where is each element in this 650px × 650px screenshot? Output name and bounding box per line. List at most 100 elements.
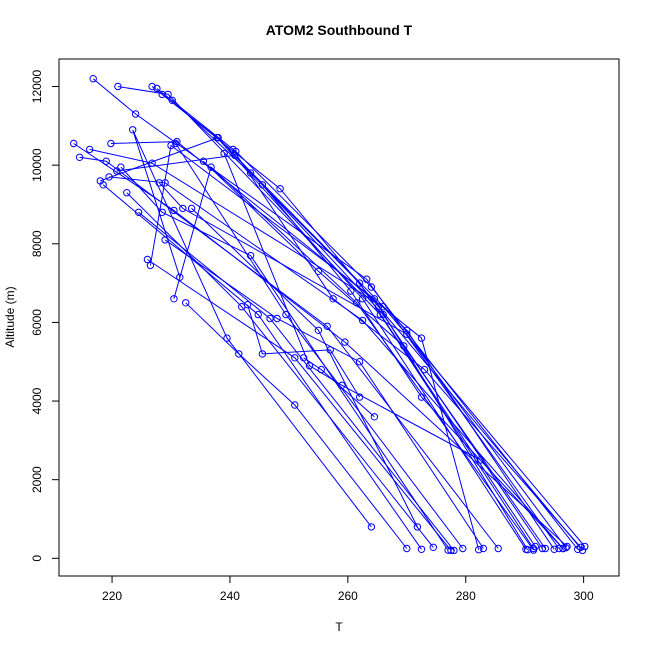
data-point-25-3 — [403, 544, 411, 553]
data-point-26-3 — [541, 544, 549, 553]
data-point-5-1 — [246, 169, 255, 177]
data-point-15-3 — [562, 544, 570, 552]
data-point-8-3 — [581, 542, 589, 551]
series-line-11 — [109, 176, 564, 549]
data-point-26-2 — [400, 342, 408, 350]
data-point-31-0 — [299, 354, 308, 362]
data-point-15-0 — [155, 179, 163, 187]
data-point-30-2 — [326, 346, 334, 354]
y-tick-label-2000: 2000 — [30, 466, 44, 493]
data-point-19-0 — [176, 273, 184, 281]
data-point-30-0 — [243, 301, 252, 309]
data-point-23-1 — [291, 354, 299, 362]
data-point-19-1 — [129, 126, 137, 134]
data-point-30-1 — [258, 350, 267, 358]
data-point-11-2 — [358, 316, 367, 325]
x-tick-label-240: 240 — [220, 589, 240, 603]
data-point-24-1 — [273, 314, 281, 323]
data-point-20-0 — [99, 181, 107, 189]
plot-frame — [58, 58, 620, 577]
data-point-28-0 — [258, 181, 267, 189]
x-tick-label-260: 260 — [338, 589, 358, 603]
series-line-26 — [203, 160, 546, 549]
data-point-16-2 — [353, 299, 361, 307]
data-point-28-3 — [559, 544, 567, 553]
data-point-11-0 — [105, 173, 113, 181]
data-point-1-0 — [114, 82, 122, 91]
data-point-22-2 — [450, 546, 458, 555]
data-point-7-3 — [494, 544, 502, 553]
data-point-13-0 — [117, 163, 125, 171]
data-point-14-1 — [167, 141, 175, 150]
data-point-29-1 — [305, 362, 314, 370]
data-point-29-2 — [338, 381, 346, 389]
series-line-15 — [158, 182, 567, 548]
data-point-17-1 — [282, 310, 290, 319]
data-point-15-2 — [403, 330, 411, 338]
data-point-25-0 — [182, 299, 190, 307]
x-tick-label-300: 300 — [574, 589, 594, 603]
data-point-10-2 — [379, 310, 387, 319]
data-point-17-2 — [459, 544, 467, 553]
data-point-9-1 — [173, 137, 181, 146]
x-tick-label-220: 220 — [102, 589, 122, 603]
data-point-10-1 — [214, 133, 222, 142]
data-point-6-3 — [563, 542, 571, 551]
data-point-12-0 — [113, 167, 121, 175]
data-point-16-1 — [207, 163, 215, 171]
series-line-13 — [120, 166, 449, 551]
data-point-31-1 — [317, 365, 325, 374]
data-point-27-2 — [420, 365, 429, 374]
series-line-23 — [147, 259, 452, 551]
x-axis-label: T — [335, 620, 343, 634]
series-line-12 — [116, 154, 555, 550]
data-point-24-0 — [161, 236, 169, 244]
data-point-23-0 — [143, 255, 152, 264]
data-point-13-3 — [444, 546, 452, 554]
data-point-2-2 — [358, 295, 367, 303]
data-point-21-0 — [123, 189, 131, 197]
data-point-0-0 — [89, 75, 97, 83]
data-point-4-0 — [158, 90, 166, 99]
series-line-8 — [89, 148, 586, 547]
data-point-12-2 — [403, 326, 411, 334]
data-point-28-2 — [417, 393, 426, 401]
data-point-31-2 — [370, 413, 379, 421]
series-line-17 — [175, 143, 464, 549]
series-line-29 — [223, 153, 481, 461]
series-line-27 — [232, 149, 582, 548]
data-point-20-2 — [417, 545, 426, 553]
series-line-31 — [303, 357, 375, 418]
y-tick-label-4000: 4000 — [30, 387, 44, 414]
series-line-2 — [151, 86, 527, 550]
data-point-16-3 — [529, 546, 538, 554]
data-point-14-2 — [370, 295, 379, 303]
series-line-4 — [161, 94, 583, 551]
data-point-16-0 — [170, 295, 178, 303]
data-point-25-2 — [291, 401, 299, 409]
points-layer — [70, 75, 589, 555]
y-tick-label-8000: 8000 — [30, 230, 44, 257]
data-point-10-3 — [538, 544, 547, 553]
data-point-7-1 — [102, 157, 110, 165]
data-point-12-3 — [550, 545, 558, 553]
data-point-18-0 — [187, 204, 196, 213]
series-line-10 — [100, 137, 543, 549]
data-point-22-1 — [266, 314, 274, 323]
series-line-28 — [262, 184, 564, 549]
data-point-13-1 — [158, 208, 166, 217]
data-point-30-3 — [355, 393, 364, 401]
data-point-24-2 — [355, 358, 364, 366]
data-point-8-1 — [148, 159, 156, 167]
data-point-5-0 — [168, 96, 176, 105]
data-point-26-1 — [314, 267, 323, 275]
data-point-4-2 — [374, 303, 383, 311]
series-line-21 — [126, 192, 434, 548]
x-axis: 220 240 260 280 300 — [102, 575, 594, 603]
chart-title: ATOM2 Southbound T — [266, 22, 413, 38]
data-point-28-1 — [347, 287, 355, 295]
data-point-20-1 — [254, 310, 262, 319]
data-point-1-2 — [376, 310, 384, 319]
data-point-23-2 — [447, 546, 455, 555]
data-point-9-0 — [107, 139, 115, 148]
